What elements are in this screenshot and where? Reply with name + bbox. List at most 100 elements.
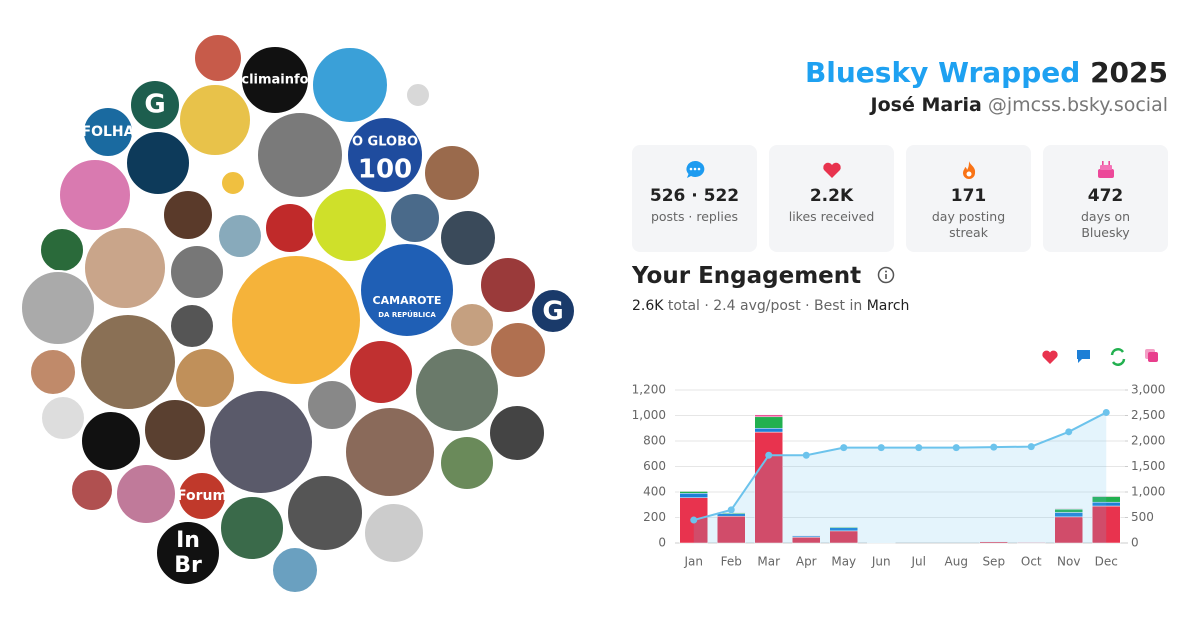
avatar	[80, 410, 142, 472]
avatar-cloud: climainfo G FOLHA O GLOBO 100 CAMAROTE DA REPÚ…	[20, 33, 576, 594]
x-tick-label: Nov	[1057, 555, 1080, 569]
line-point	[877, 444, 885, 452]
legend-icon[interactable]	[1110, 348, 1126, 366]
y2-tick-label: 1,000	[1131, 485, 1165, 499]
x-tick-label: Jan	[684, 555, 704, 569]
legend-icon[interactable]	[1148, 352, 1158, 362]
avatar	[29, 348, 77, 396]
y2-tick-label: 3,000	[1131, 383, 1165, 397]
avatar	[271, 546, 319, 594]
x-tick-label: Dec	[1095, 555, 1118, 569]
avatar	[489, 321, 547, 379]
avatar	[155, 520, 221, 586]
avatar	[439, 209, 497, 267]
bar-segment	[754, 431, 783, 544]
icon	[823, 162, 841, 178]
avatar-logo-text: G	[542, 297, 563, 327]
stat-label: likes received	[788, 209, 875, 224]
stat-value: 2.2K	[809, 186, 854, 206]
x-tick-label: May	[831, 555, 856, 569]
avatar	[178, 83, 252, 157]
avatar-logo-text: 100	[358, 155, 412, 185]
y2-tick-label: 500	[1131, 510, 1154, 524]
avatar	[217, 213, 263, 259]
bar-segment	[679, 491, 708, 494]
info-icon[interactable]	[877, 266, 895, 284]
avatar	[240, 45, 310, 115]
avatar	[230, 254, 362, 386]
line-point	[1027, 443, 1035, 451]
bar-segment	[754, 414, 783, 418]
line-point	[915, 444, 923, 452]
y-tick-label: 800	[643, 434, 666, 448]
avatar	[193, 33, 243, 83]
bar-segment	[754, 428, 783, 433]
y2-tick-label: 0	[1131, 536, 1139, 550]
x-tick-label: Jun	[871, 555, 891, 569]
avatar	[286, 474, 364, 552]
avatar	[129, 79, 181, 131]
avatar	[479, 256, 537, 314]
avatar	[58, 158, 132, 232]
y2-tick-label: 2,500	[1131, 408, 1165, 422]
y2-tick-label: 1,500	[1131, 459, 1165, 473]
bar-segment	[754, 416, 783, 429]
avatar	[169, 303, 215, 349]
x-tick-label: Apr	[796, 555, 817, 569]
avatar	[449, 302, 495, 348]
bar-segment	[1054, 508, 1083, 510]
line-point	[990, 443, 998, 451]
legend-icon[interactable]	[1042, 350, 1058, 364]
avatar	[125, 130, 191, 196]
avatar	[208, 389, 314, 495]
line-point	[802, 451, 810, 459]
avatar	[312, 187, 388, 263]
stat-value: 526 · 522	[649, 186, 740, 206]
line-point	[1065, 428, 1073, 436]
avatar	[405, 82, 431, 108]
line-point	[840, 444, 848, 452]
total: 2.6K	[632, 298, 664, 314]
y-tick-label: 600	[643, 459, 666, 473]
y-tick-label: 1,000	[632, 408, 666, 422]
avatar-logo-text: Br	[174, 553, 202, 578]
avatar	[256, 111, 344, 199]
bar-segment	[679, 493, 708, 498]
icon	[686, 160, 705, 178]
avatar	[306, 379, 358, 431]
title: Bluesky Wrapped 2025	[805, 56, 1168, 89]
avatar	[530, 288, 576, 334]
avatar	[220, 170, 246, 196]
legend-icon[interactable]	[1077, 350, 1090, 363]
avatar-logo-text: G	[144, 90, 165, 120]
avatar	[115, 463, 177, 525]
summary-text: total · 2.4 avg/post · Best in	[667, 298, 863, 314]
bar-segment	[1017, 542, 1046, 544]
avatar	[348, 339, 414, 405]
avatar-logo-text: CAMAROTE	[373, 294, 442, 307]
x-tick-label: Sep	[982, 555, 1005, 569]
avatar	[83, 226, 167, 310]
avatar	[143, 398, 207, 462]
stat-label: days on Bluesky	[1080, 209, 1131, 240]
bar-segment	[679, 490, 708, 492]
bar-segment	[1054, 516, 1083, 544]
brand: Bluesky Wrapped	[804, 56, 1081, 89]
avatar	[359, 242, 455, 338]
y-tick-label: 0	[658, 536, 666, 550]
avatar	[311, 46, 389, 124]
line-point	[1102, 408, 1110, 416]
avatar	[488, 404, 546, 462]
stat-card: 526 · 522 posts · replies	[632, 145, 757, 252]
avatar-logo-text: climainfo	[241, 73, 308, 88]
avatar-logo-text: FOLHA	[82, 124, 135, 140]
stat-card: 171 day posting streak	[906, 145, 1031, 252]
line-point	[952, 444, 960, 452]
avatar	[162, 189, 214, 241]
bar-segment	[1092, 495, 1121, 497]
y2-tick-label: 2,000	[1131, 434, 1165, 448]
avatar	[346, 116, 424, 194]
section-title: Your Engagement	[632, 263, 895, 289]
avatar	[82, 106, 134, 158]
